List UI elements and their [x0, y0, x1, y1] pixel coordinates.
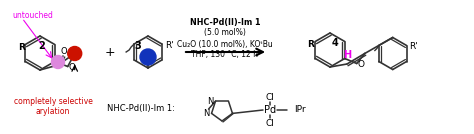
Text: 3: 3	[135, 41, 141, 51]
Text: IPr: IPr	[294, 105, 306, 114]
Text: Cl: Cl	[265, 118, 274, 127]
Circle shape	[68, 46, 82, 60]
Text: O: O	[61, 46, 67, 55]
Text: R': R'	[409, 42, 418, 51]
Text: arylation: arylation	[36, 107, 70, 116]
Text: H: H	[343, 50, 351, 60]
Text: NHC-Pd(II)-Im 1:: NHC-Pd(II)-Im 1:	[107, 103, 175, 113]
Text: 4: 4	[332, 38, 338, 48]
Text: 2: 2	[38, 41, 46, 51]
Text: (5.0 mol%): (5.0 mol%)	[204, 29, 246, 38]
Text: Cl: Cl	[265, 92, 274, 101]
Text: R': R'	[165, 40, 174, 49]
Text: H: H	[71, 49, 79, 58]
Text: N: N	[207, 97, 213, 106]
Circle shape	[140, 49, 156, 65]
Text: THF, 130 °C, 12 h: THF, 130 °C, 12 h	[191, 51, 258, 59]
Text: R: R	[18, 43, 25, 52]
Text: N: N	[203, 109, 210, 118]
Text: O: O	[357, 60, 364, 69]
Circle shape	[52, 55, 64, 68]
Text: Cl: Cl	[144, 53, 153, 62]
Text: H: H	[54, 57, 62, 66]
Text: NHC-Pd(II)-Im 1: NHC-Pd(II)-Im 1	[190, 18, 260, 27]
Text: Pd: Pd	[264, 105, 276, 115]
Text: O: O	[68, 63, 75, 72]
Text: R: R	[307, 40, 314, 49]
Text: +: +	[105, 46, 115, 59]
Text: completely selective: completely selective	[14, 98, 92, 107]
Text: untouched: untouched	[12, 10, 53, 20]
Text: Cu₂O (10.0 mol%), KOᵗBu: Cu₂O (10.0 mol%), KOᵗBu	[177, 40, 273, 49]
